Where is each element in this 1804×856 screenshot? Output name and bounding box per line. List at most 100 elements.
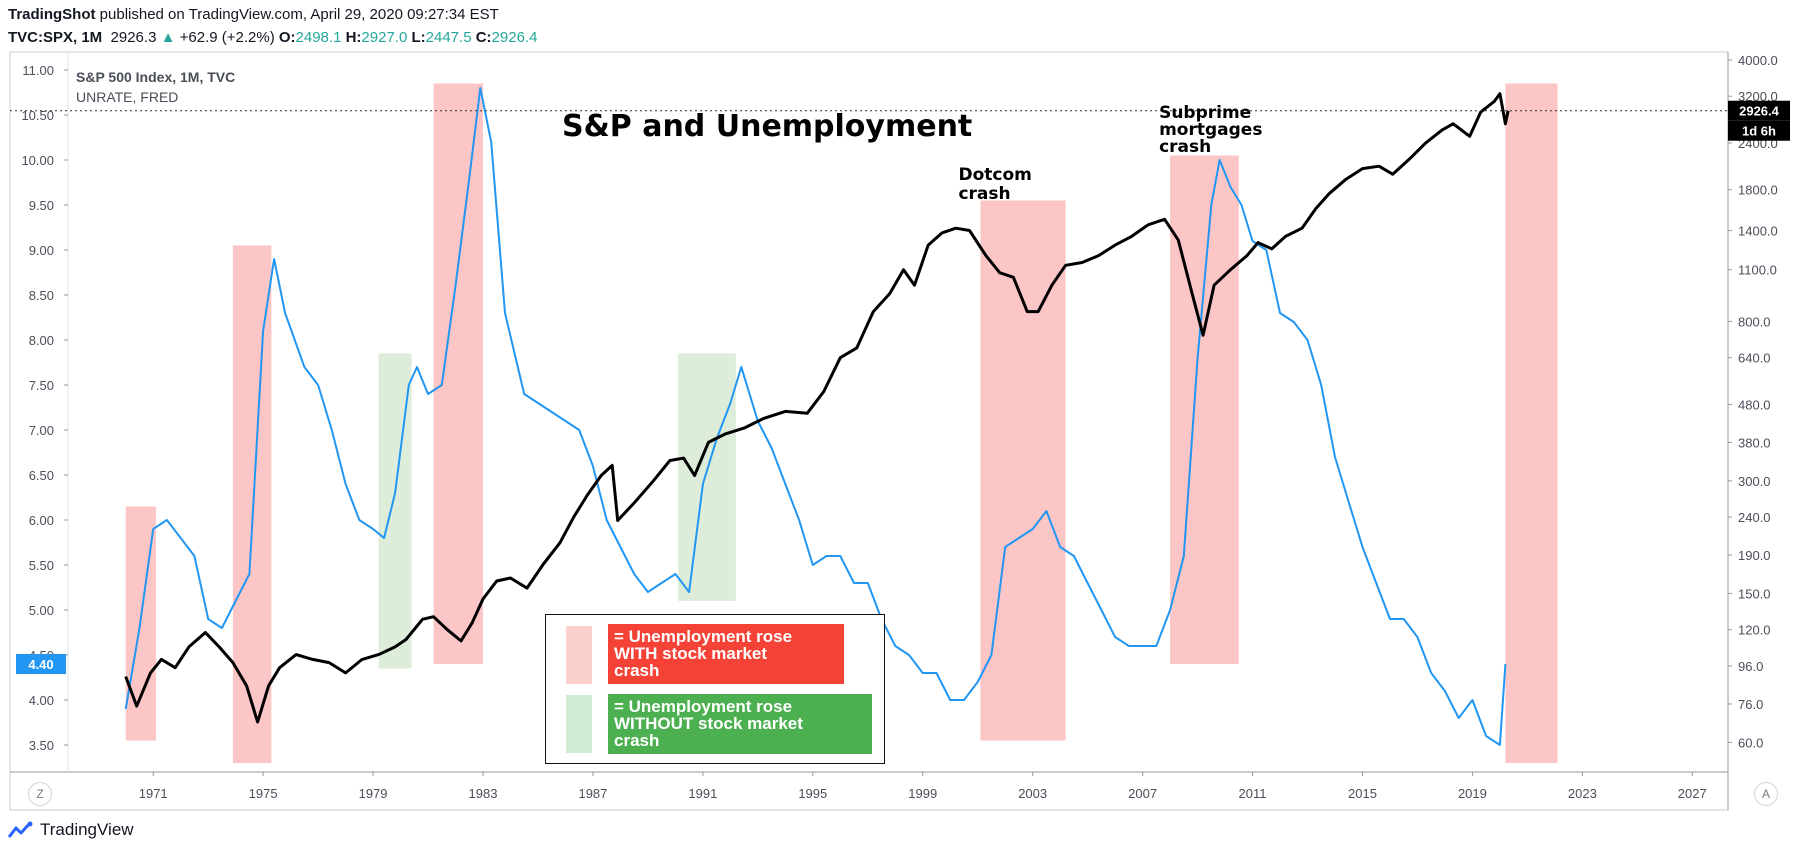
left-tick-label-7: 7.50: [29, 378, 54, 393]
right-tick-label-3: 1800.0: [1738, 183, 1778, 198]
right-tick-label-7: 640.0: [1738, 351, 1771, 366]
legend-swatch-with: [566, 626, 592, 684]
x-tick-label-12: 2019: [1458, 786, 1487, 801]
left-tick-label-3: 9.50: [29, 198, 54, 213]
left-scale-label: Z: [36, 787, 44, 801]
legend-box: = Unemployment rose WITH stock market cr…: [545, 614, 885, 764]
change-arrow-icon: ▲: [160, 29, 176, 46]
publish-header: TradingShot published on TradingView.com…: [8, 6, 499, 23]
highlight-zone-with-5: [980, 200, 1066, 741]
x-tick-label-4: 1987: [578, 786, 607, 801]
tradingview-logo[interactable]: TradingView: [8, 820, 134, 840]
series-line-unrate: [124, 87, 1507, 746]
left-tick-label-8: 7.00: [29, 423, 54, 438]
left-tick-label-10: 6.00: [29, 513, 54, 528]
annotation-0-line-0: Dotcom: [958, 165, 1031, 185]
price-change: +62.9 (+2.2%): [179, 29, 275, 46]
right-tick-label-10: 300.0: [1738, 474, 1771, 489]
highlight-zone-with-3: [433, 83, 483, 664]
auto-scale-button[interactable]: A: [1754, 782, 1778, 806]
right-tick-label-1: 3200.0: [1738, 89, 1778, 104]
legend-without-crash: = Unemployment rose WITHOUT stock market…: [608, 694, 872, 754]
x-tick-label-0: 1971: [139, 786, 168, 801]
x-tick-label-3: 1983: [469, 786, 498, 801]
open-label: O:: [278, 29, 296, 46]
tradingview-logo-icon: [8, 821, 33, 838]
left-tick-label-4: 9.00: [29, 243, 54, 258]
right-tick-label-4: 1400.0: [1738, 224, 1778, 239]
countdown-label-bg: [1728, 120, 1790, 141]
series-line-s-p-500: [124, 92, 1510, 724]
chart-title: S&P and Unemployment: [562, 109, 972, 144]
right-tick-label-14: 120.0: [1738, 623, 1771, 638]
right-tick-label-16: 76.0: [1738, 697, 1763, 712]
right-tick-label-11: 240.0: [1738, 510, 1771, 525]
legend-with-line3: crash: [614, 661, 660, 680]
highlight-zone-with-7: [1505, 83, 1558, 763]
highlight-zone-without-4: [678, 353, 736, 601]
x-tick-label-11: 2015: [1348, 786, 1377, 801]
unrate-current-label: 4.40: [28, 657, 53, 672]
low-value: 2447.5: [425, 29, 472, 46]
left-tick-label-2: 10.00: [21, 153, 54, 168]
left-tick-label-12: 5.00: [29, 603, 54, 618]
right-tick-label-13: 150.0: [1738, 586, 1771, 601]
right-tick-label-9: 380.0: [1738, 435, 1771, 450]
annotation-1-line-1: mortgages: [1159, 120, 1262, 140]
left-tick-label-11: 5.50: [29, 558, 54, 573]
annotation-1-line-2: crash: [1159, 137, 1211, 157]
last-price: 2926.3: [110, 29, 157, 46]
legend-with-crash: = Unemployment rose WITH stock market cr…: [608, 624, 844, 684]
highlight-zone-with-6: [1170, 155, 1239, 664]
x-tick-label-10: 2011: [1239, 786, 1267, 801]
legend-without-line3: crash: [614, 731, 660, 750]
legend-with-line2: WITH stock market: [614, 644, 768, 663]
x-tick-label-7: 1999: [908, 786, 937, 801]
right-tick-label-15: 96.0: [1738, 659, 1763, 674]
right-tick-label-8: 480.0: [1738, 397, 1771, 412]
symbol-label: TVC:SPX, 1M: [8, 29, 103, 46]
left-scale-button[interactable]: Z: [28, 782, 52, 806]
left-tick-label-5: 8.50: [29, 288, 54, 303]
x-tick-label-9: 2007: [1128, 786, 1157, 801]
x-tick-label-5: 1991: [688, 786, 717, 801]
annotation-1-line-0: Subprime: [1159, 103, 1251, 123]
x-tick-label-1: 1975: [249, 786, 278, 801]
left-tick-label-0: 11.00: [22, 63, 54, 78]
low-label: L:: [411, 29, 426, 46]
unrate-current-label-bg: [16, 654, 66, 674]
left-tick-label-14: 4.00: [29, 693, 54, 708]
publish-info: published on TradingView.com, April 29, …: [95, 6, 499, 23]
legend-without-line1: = Unemployment rose: [614, 697, 793, 716]
last-price-label-bg: [1728, 100, 1790, 121]
legend-without-line2: WITHOUT stock market: [614, 714, 803, 733]
footer-brand: TradingView: [40, 820, 134, 839]
left-tick-label-15: 3.50: [29, 738, 54, 753]
ohlc-header: TVC:SPX, 1M 2926.3 ▲ +62.9 (+2.2%) O:249…: [8, 29, 537, 46]
author-name[interactable]: TradingShot: [8, 6, 96, 23]
left-tick-label-1: 10.50: [21, 108, 54, 123]
x-tick-label-14: 2027: [1678, 786, 1707, 801]
x-tick-label-6: 1995: [798, 786, 827, 801]
right-tick-label-5: 1100.0: [1738, 263, 1777, 278]
left-tick-label-6: 8.00: [29, 333, 54, 348]
high-value: 2927.0: [361, 29, 408, 46]
close-value: 2926.4: [491, 29, 538, 46]
annotation-0-line-1: crash: [958, 184, 1010, 204]
highlight-zone-with-1: [232, 245, 272, 763]
high-label: H:: [345, 29, 362, 46]
open-value: 2498.1: [295, 29, 342, 46]
right-tick-label-6: 800.0: [1738, 314, 1771, 329]
left-tick-label-9: 6.50: [29, 468, 54, 483]
x-tick-label-13: 2023: [1568, 786, 1597, 801]
legend-swatch-without: [566, 695, 592, 753]
countdown-label: 1d 6h: [1742, 124, 1776, 139]
right-tick-label-0: 4000.0: [1738, 53, 1778, 68]
right-tick-label-17: 60.0: [1738, 735, 1763, 750]
spx-series-label: S&P 500 Index, 1M, TVC: [76, 69, 235, 85]
last-price-label: 2926.4: [1739, 104, 1780, 119]
x-tick-label-8: 2003: [1018, 786, 1047, 801]
right-tick-label-12: 190.0: [1738, 548, 1771, 563]
x-tick-label-2: 1979: [359, 786, 388, 801]
